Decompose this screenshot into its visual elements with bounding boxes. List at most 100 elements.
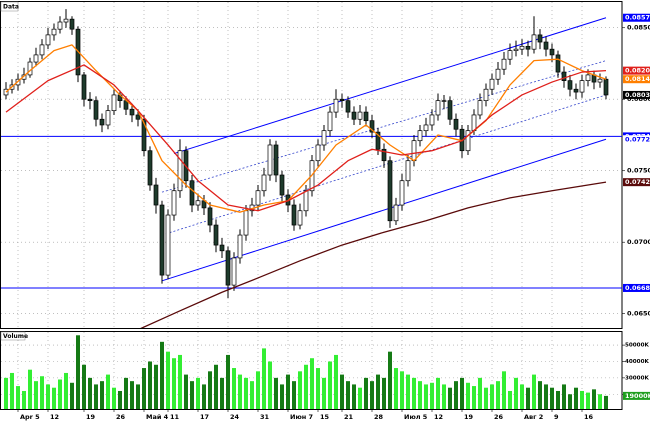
volume-bar — [550, 387, 554, 409]
x-tick-label: Июл 5 — [404, 413, 428, 421]
x-tick-label: 17 — [200, 413, 209, 421]
volume-bar — [52, 387, 56, 409]
trendline — [161, 60, 607, 193]
volume-bar — [358, 387, 362, 409]
candle-body — [33, 54, 39, 63]
candle-body — [345, 100, 351, 113]
volume-bar — [490, 384, 494, 409]
candle-body — [273, 144, 279, 176]
y-tick-label: 30000K — [625, 375, 649, 381]
candle-body — [561, 71, 567, 81]
volume-bar — [226, 354, 230, 409]
volume-bar — [532, 374, 536, 409]
candle-body — [435, 100, 441, 116]
candle-body — [363, 111, 369, 122]
x-tick-label: 24 — [230, 413, 240, 421]
candle-body — [597, 78, 603, 83]
candle-body — [267, 144, 273, 176]
candle-body — [447, 100, 453, 120]
volume-bar — [124, 377, 128, 409]
candle-body — [495, 68, 501, 80]
volume-bar — [382, 377, 386, 409]
value-box — [623, 75, 650, 84]
volume-bar — [346, 381, 350, 409]
volume-bar — [256, 371, 260, 409]
volume-bar — [586, 392, 590, 409]
candle-body — [441, 100, 447, 102]
y-tick-label: 0.0700 — [627, 238, 650, 246]
candle-body — [171, 190, 177, 216]
candle-body — [105, 110, 111, 126]
volume-bar — [448, 387, 452, 409]
candle-body — [579, 80, 585, 93]
volume-bar — [514, 377, 518, 409]
candle-body — [279, 174, 285, 196]
volume-bar — [112, 387, 116, 409]
candle-body — [351, 111, 357, 120]
volume-bar — [250, 381, 254, 409]
candle-body — [69, 18, 75, 30]
value-box — [623, 178, 650, 187]
volume-bar — [394, 368, 398, 409]
title-box — [0, 1, 19, 12]
candle-body — [501, 58, 507, 70]
volume-bar — [274, 377, 278, 409]
x-tick-label: 12 — [50, 413, 59, 421]
volume-bar — [184, 374, 188, 409]
volume-bar — [40, 376, 44, 409]
candle-body — [315, 144, 321, 162]
volume-bar — [292, 381, 296, 409]
value-box — [623, 90, 650, 99]
volume-bar — [502, 371, 506, 409]
candle-body — [507, 50, 513, 60]
volume-bar — [316, 368, 320, 409]
candle-body — [465, 130, 471, 152]
volume-bar — [244, 377, 248, 409]
volume-bar — [604, 395, 608, 409]
volume-bar — [34, 381, 38, 409]
x-tick-label: 15 — [320, 413, 330, 421]
volume-bar — [412, 377, 416, 409]
y-tick-label: 0.0650 — [627, 310, 650, 318]
volume-bar — [598, 394, 602, 409]
x-tick-label: Авг 2 — [524, 413, 543, 421]
volume-bar — [220, 377, 224, 409]
candle-body — [537, 34, 543, 43]
price-plot — [1, 2, 622, 328]
volume-bar — [148, 361, 152, 409]
value-box — [623, 13, 650, 22]
volume-bar — [46, 384, 50, 409]
candle-body — [207, 207, 213, 226]
volume-bar — [328, 361, 332, 409]
volume-bar — [370, 381, 374, 409]
candle-body — [531, 34, 537, 50]
value-box-label: 19000K — [625, 392, 650, 400]
candle-body — [27, 61, 33, 76]
candle-body — [555, 54, 561, 73]
trendline — [161, 138, 607, 282]
volume-bar — [574, 387, 578, 409]
volume-bar — [424, 384, 428, 409]
candle-body — [255, 190, 261, 206]
candle-body — [321, 130, 327, 146]
volume-bar — [94, 384, 98, 409]
candle-body — [393, 204, 399, 222]
value-box-label: 0.0857 — [625, 14, 650, 22]
candle-body — [567, 80, 573, 90]
candle-body — [39, 44, 45, 56]
x-tick-label: Июн 7 — [290, 413, 313, 421]
volume-bar — [538, 381, 542, 409]
volume-bar — [142, 368, 146, 409]
volume-bar — [160, 341, 164, 409]
value-box-label: 0.0820 — [625, 67, 650, 75]
candle-body — [423, 124, 429, 132]
x-tick-label: 19 — [464, 413, 474, 421]
candle-body — [219, 244, 225, 252]
value-box — [623, 135, 650, 144]
volume-bar — [262, 348, 266, 409]
candle-body — [513, 48, 519, 51]
candle-body — [177, 150, 183, 192]
candle-body — [135, 114, 141, 120]
volume-bar — [28, 369, 32, 409]
x-tick-label: 26 — [116, 413, 126, 421]
